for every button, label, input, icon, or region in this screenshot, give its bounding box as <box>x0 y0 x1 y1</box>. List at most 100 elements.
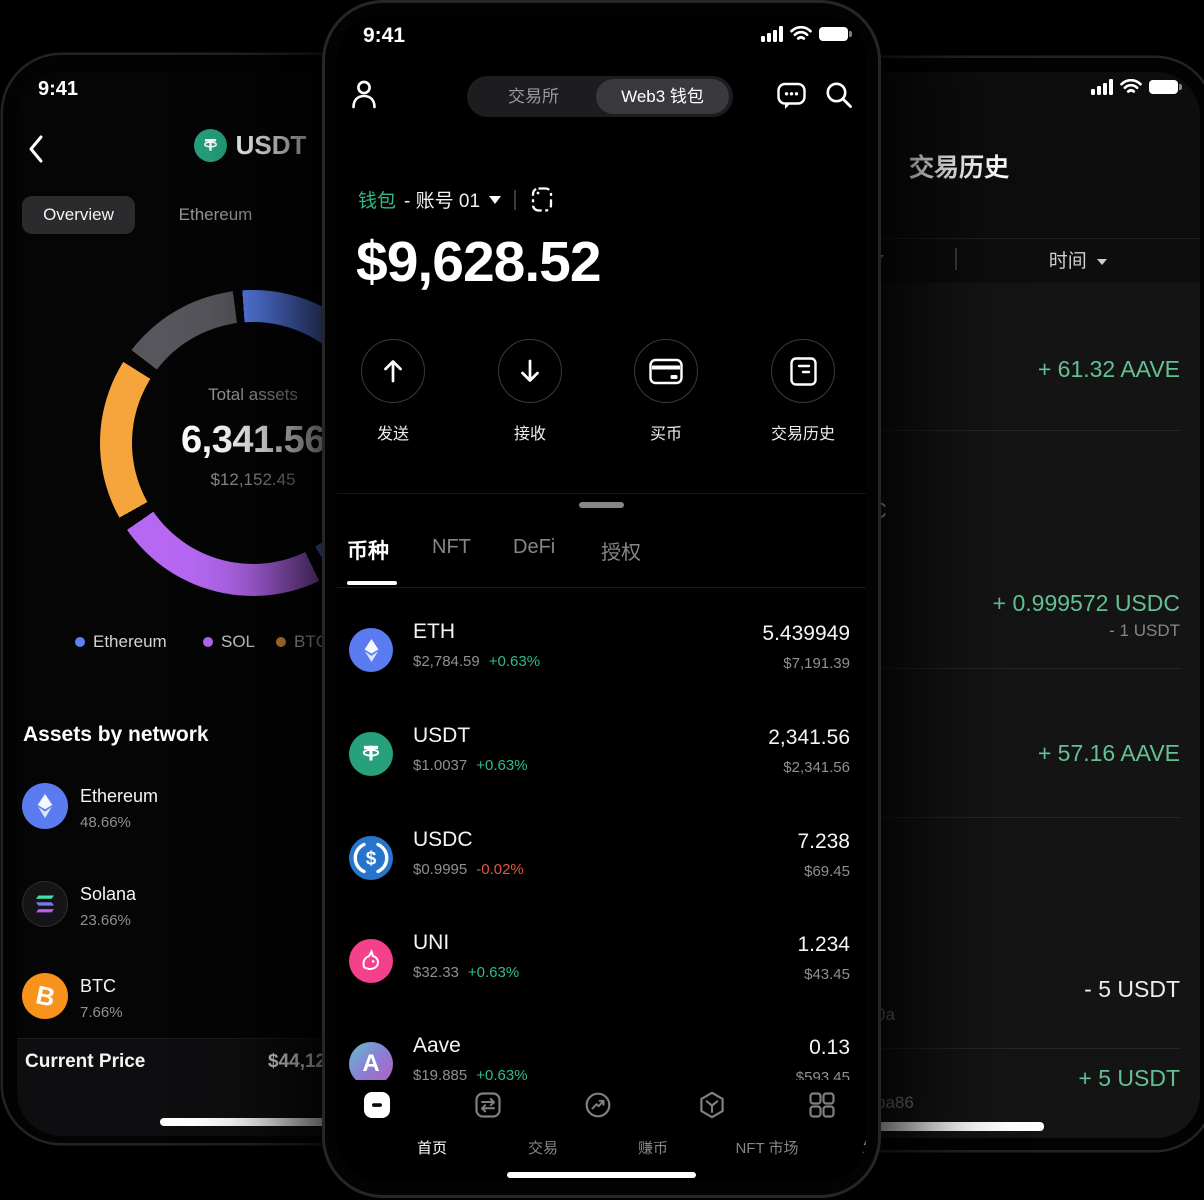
network-row-solana[interactable]: Solana 23.66% <box>17 881 483 951</box>
coin-title-row: USDT <box>17 129 483 162</box>
tab-ethereum[interactable]: Ethereum <box>178 205 253 224</box>
nav-trade[interactable]: 交易 <box>433 1091 558 1157</box>
usdc-icon: $ <box>349 836 393 880</box>
total-assets-label: Total assets <box>208 385 298 404</box>
tab-approvals[interactable]: 授权 <box>601 542 641 564</box>
tx-sub-amount: - 1 USDT <box>1109 621 1180 640</box>
nav-label: 交易 <box>527 1140 558 1157</box>
receive-button[interactable] <box>498 339 562 403</box>
assets-by-network-title: Assets by network <box>23 723 209 746</box>
usdt-icon <box>193 129 227 162</box>
history-button[interactable] <box>771 339 835 403</box>
type-filter-caret-icon[interactable] <box>874 255 884 261</box>
token-symbol: ETH <box>413 620 455 643</box>
chat-icon[interactable] <box>776 80 807 111</box>
token-amount: 2,341.56 <box>768 726 850 749</box>
bottom-nav: 首页 交易 赚币 NFT 市场 发现 <box>337 1080 866 1182</box>
token-amount: 0.13 <box>809 1036 850 1059</box>
token-change: -0.02% <box>476 861 524 878</box>
token-price: $32.33 <box>413 964 459 981</box>
segmented-control: 交易所 Web3 钱包 <box>467 76 733 117</box>
tab-nft[interactable]: NFT <box>432 536 471 558</box>
trade-icon <box>475 1092 501 1118</box>
time-filter-label: 时间 <box>1048 251 1087 272</box>
segment-web3-wallet[interactable]: Web3 钱包 <box>596 79 729 114</box>
wallet-label: 钱包 <box>358 191 397 212</box>
earn-icon <box>585 1092 611 1118</box>
buy-label: 买币 <box>649 426 683 443</box>
tab-coins[interactable]: 币种 <box>347 540 389 563</box>
wifi-icon <box>790 26 812 40</box>
history-title: 交易历史 <box>908 154 1009 182</box>
token-symbol: USDC <box>413 828 473 851</box>
battery-icon <box>819 27 852 41</box>
tab-overview[interactable]: Overview <box>22 196 135 234</box>
token-change: +0.63% <box>476 1067 528 1084</box>
token-change: +0.63% <box>476 757 528 774</box>
send-button[interactable] <box>361 339 425 403</box>
nav-nft-market[interactable]: NFT 市场 <box>657 1091 799 1157</box>
signal-icon <box>1091 79 1113 95</box>
usdt-icon <box>349 732 393 776</box>
nav-discover[interactable]: 发现 <box>767 1091 866 1157</box>
scan-wallet-icon[interactable] <box>529 186 555 213</box>
tx-amount[interactable]: + 57.16 AAVE <box>1037 740 1180 766</box>
btc-icon: B <box>22 973 68 1019</box>
nft-hexagon-icon <box>700 1091 724 1119</box>
network-row-ethereum[interactable]: Ethereum 48.66% <box>17 783 483 853</box>
status-cluster <box>1091 78 1182 96</box>
home-indicator[interactable] <box>160 1118 332 1126</box>
status-time: 9:41 <box>38 78 79 100</box>
uni-icon <box>349 939 393 983</box>
arrow-up-icon <box>384 360 402 383</box>
tx-amount[interactable]: - 5 USDT <box>1084 976 1180 1002</box>
token-price: $0.9995 <box>413 861 468 878</box>
drag-handle[interactable] <box>579 502 624 508</box>
time-filter[interactable]: 时间 <box>1018 246 1138 273</box>
token-price: $2,784.59 <box>413 653 480 670</box>
separator <box>514 189 516 210</box>
wallet-account-row[interactable]: 钱包 - 账号 01 <box>358 186 555 213</box>
token-value: $43.45 <box>804 966 850 983</box>
home-indicator[interactable] <box>507 1172 696 1178</box>
token-value: $2,341.56 <box>783 759 850 776</box>
nav-label: 赚币 <box>637 1140 668 1157</box>
account-caret-icon <box>489 195 502 204</box>
token-row-aave[interactable]: A Aave $19.885 +0.63% 0.13 $593.45 <box>337 1012 866 1116</box>
search-icon[interactable] <box>824 80 853 109</box>
legend-dot-blue <box>75 637 85 647</box>
active-tab-underline <box>347 581 397 585</box>
token-row-eth[interactable]: ETH $2,784.59 +0.63% 5.439949 $7,191.39 <box>337 598 866 702</box>
profile-icon[interactable] <box>350 78 378 110</box>
center-phone: 9:41 交易所 Web3 钱包 钱包 - 账号 01 $9,628.52 发送 <box>325 3 878 1195</box>
account-label: - 账号 01 <box>404 191 481 212</box>
network-pct: 7.66% <box>80 1004 123 1021</box>
token-row-usdc[interactable]: $ USDC $0.9995 -0.02% 7.238 $69.45 <box>337 806 866 910</box>
token-row-usdt[interactable]: USDT $1.0037 +0.63% 2,341.56 $2,341.56 <box>337 702 866 806</box>
legend-item-ethereum: Ethereum <box>75 632 167 652</box>
current-price-value: $44,12 <box>268 1051 327 1072</box>
tx-address-fragment: ba86 <box>876 1093 914 1112</box>
back-chevron-icon[interactable] <box>27 134 45 164</box>
divider <box>337 587 866 588</box>
nav-earn[interactable]: 赚币 <box>543 1091 668 1157</box>
network-row-btc[interactable]: B BTC 7.66% <box>17 973 483 1043</box>
buy-crypto-button[interactable] <box>634 339 698 403</box>
legend-label: SOL <box>221 632 256 651</box>
legend-label: Ethereum <box>93 632 167 651</box>
document-icon <box>789 356 817 386</box>
page-title: USDT <box>235 130 307 160</box>
home-indicator[interactable] <box>874 1122 1044 1131</box>
btc-b-glyph: B <box>32 978 58 1013</box>
tx-amount[interactable]: + 5 USDT <box>1078 1065 1180 1091</box>
segment-exchange[interactable]: 交易所 <box>508 87 559 106</box>
token-price: $1.0037 <box>413 757 468 774</box>
nav-home[interactable]: 首页 <box>337 1091 447 1157</box>
sheet-edge <box>337 493 866 494</box>
tab-defi[interactable]: DeFi <box>513 536 556 558</box>
token-row-uni[interactable]: UNI $32.33 +0.63% 1.234 $43.45 <box>337 909 866 1013</box>
tx-amount[interactable]: + 61.32 AAVE <box>1037 356 1180 382</box>
signal-icon <box>761 26 783 42</box>
tx-amount[interactable]: + 0.999572 USDC <box>992 590 1180 616</box>
token-symbol: Aave <box>413 1034 461 1057</box>
